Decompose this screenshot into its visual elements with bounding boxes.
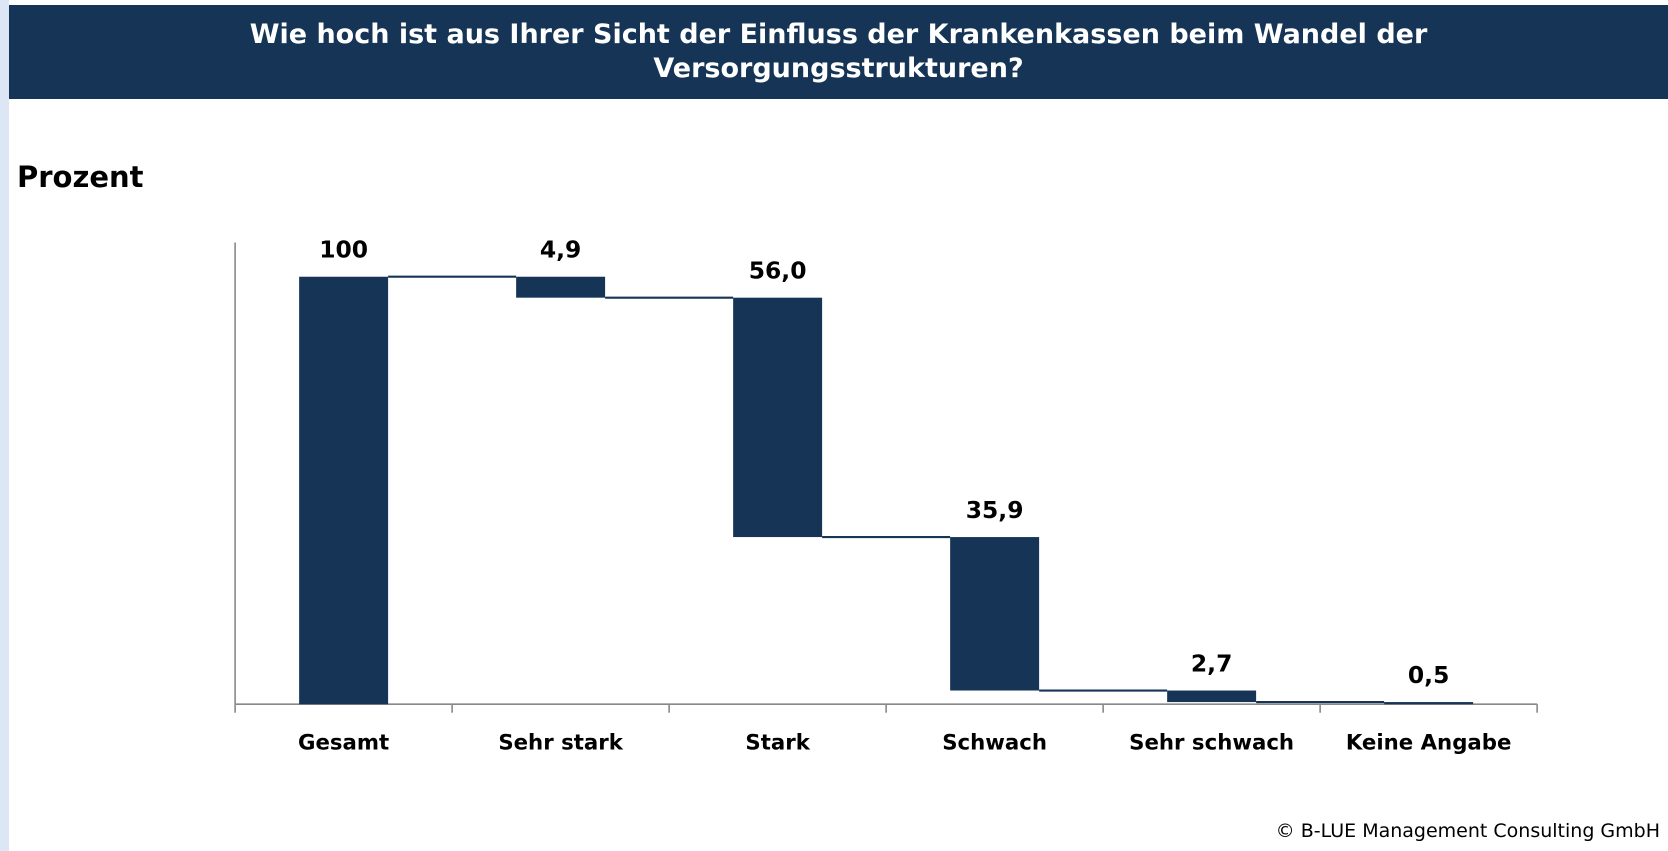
x-tick-label: Sehr schwach — [1129, 731, 1294, 756]
bar — [950, 537, 1040, 691]
value-label: 56,0 — [749, 257, 807, 285]
x-tick-label: Stark — [745, 731, 810, 756]
bar — [1384, 702, 1474, 705]
bar — [733, 297, 823, 538]
bar — [299, 276, 389, 705]
value-label: 100 — [319, 236, 368, 264]
bar — [516, 276, 606, 298]
value-label: 4,9 — [540, 236, 581, 264]
x-tick-label: Sehr stark — [498, 731, 623, 756]
value-label: 2,7 — [1191, 649, 1232, 677]
x-tick-label: Schwach — [942, 731, 1047, 756]
bar — [1167, 690, 1257, 703]
footer: © B-LUE Management Consulting GmbH — [1275, 820, 1660, 842]
side-strip — [0, 0, 9, 851]
title-banner: Wie hoch ist aus Ihrer Sicht der Einflus… — [9, 5, 1668, 99]
y-axis-label: Prozent — [17, 160, 144, 194]
value-label: 35,9 — [966, 496, 1024, 524]
x-tick-label: Keine Angabe — [1346, 731, 1512, 756]
value-label: 0,5 — [1408, 661, 1449, 689]
chart-title: Wie hoch ist aus Ihrer Sicht der Einflus… — [249, 19, 1428, 84]
x-tick-label: Gesamt — [298, 731, 389, 756]
